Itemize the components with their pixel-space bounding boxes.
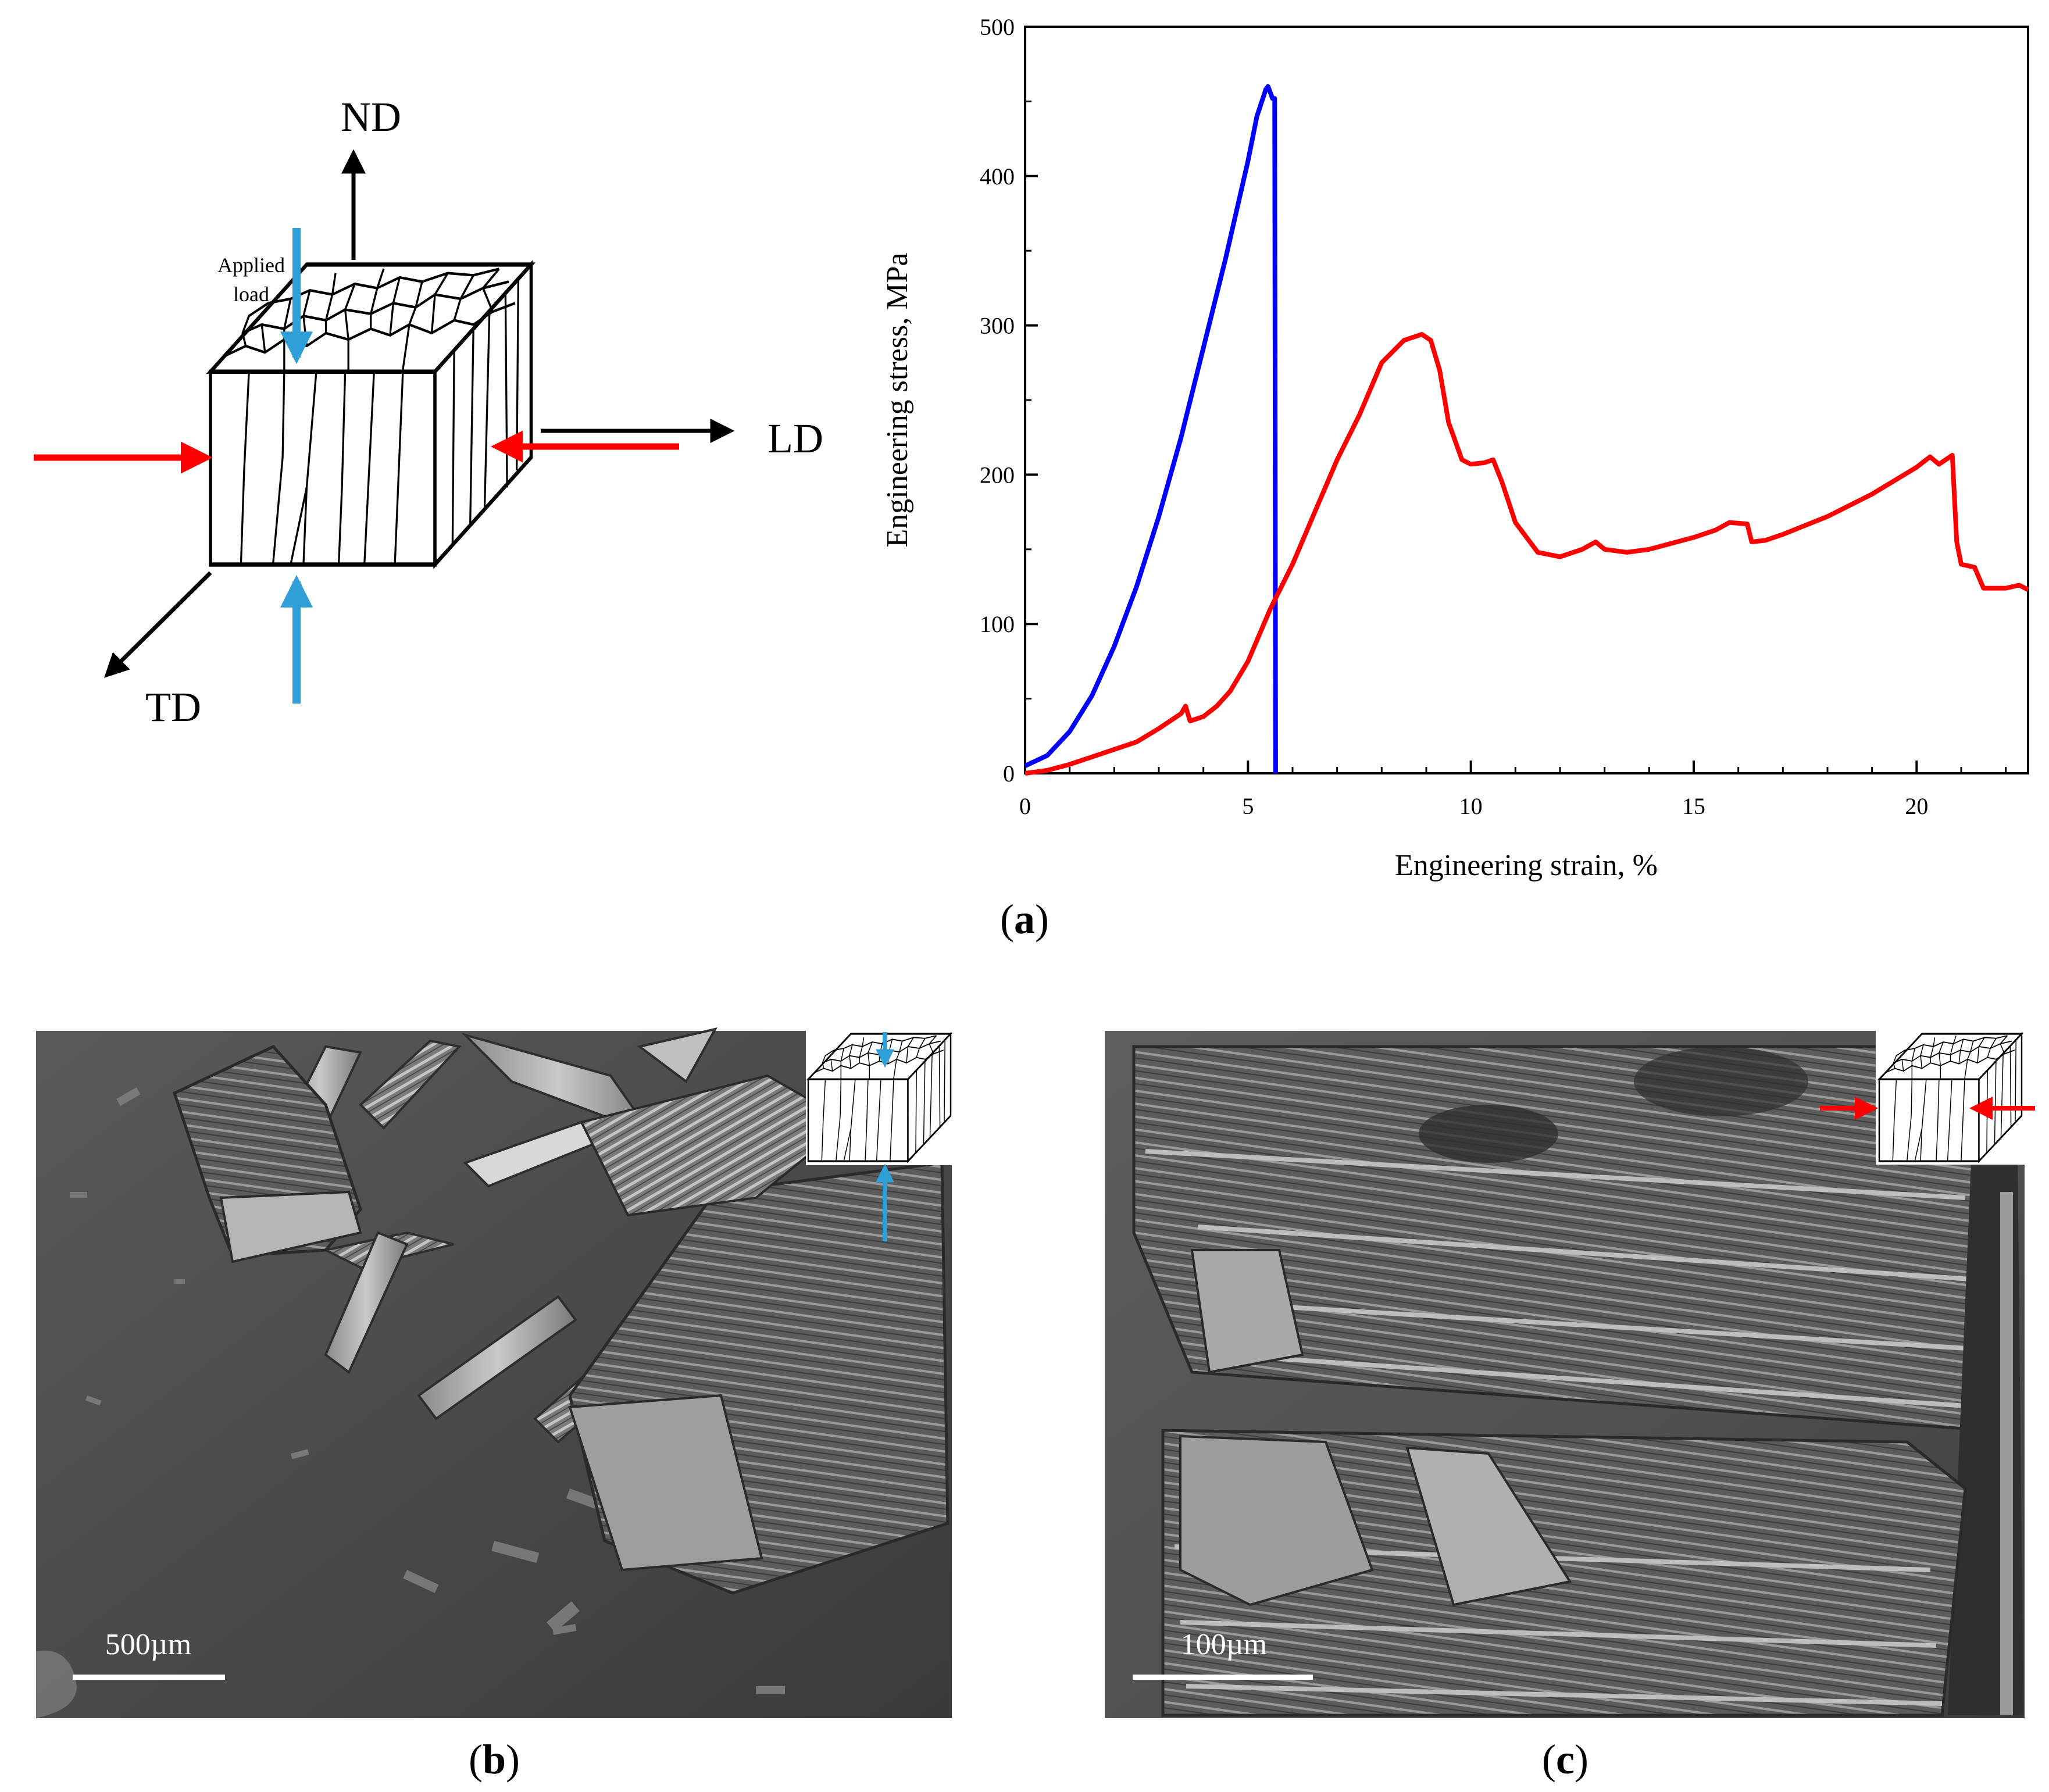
td-axis-arrow [104, 571, 212, 678]
x-axis-ticks: 0 5 10 15 20 [1019, 761, 2007, 819]
scale-bar-label-c: 100µm [1181, 1628, 1267, 1661]
panel-label-b: (b) [469, 1736, 520, 1783]
series-line-red [1024, 332, 2029, 776]
scale-bar-c [1133, 1675, 1313, 1680]
y-tick-label: 400 [980, 163, 1015, 190]
x-tick-label: 20 [1905, 793, 1928, 819]
x-tick-label: 5 [1242, 793, 1254, 819]
y-axis-ticks: 0 100 200 300 400 500 [980, 14, 1038, 787]
scale-bar-b [73, 1675, 225, 1680]
applied-load-label-line2: load [233, 283, 269, 306]
y-axis-label: Engineering stress, MPa [881, 253, 914, 548]
nd-label: ND [341, 94, 401, 140]
series-line-blue [1024, 84, 1278, 774]
specimen-schematic: ND LD TD Applied load [34, 94, 823, 730]
series-layer [1024, 84, 2029, 776]
inset-schematic-c [1820, 1031, 2035, 1165]
ld-label: LD [768, 415, 823, 462]
panel-label-a: (a) [1000, 896, 1049, 943]
stress-strain-chart: 0 5 10 15 20 0 100 200 300 400 500 Engineering st… [881, 14, 2029, 882]
panel-label-c: (c) [1542, 1736, 1588, 1783]
y-tick-label: 100 [980, 611, 1015, 637]
scale-bar-label-b: 500µm [105, 1628, 191, 1661]
y-tick-label: 300 [980, 313, 1015, 339]
panel-label-a-letter: a [1014, 896, 1035, 943]
x-axis-label: Engineering strain, % [1395, 849, 1658, 882]
grain-block-diagram [210, 265, 531, 565]
x-tick-label: 10 [1459, 793, 1483, 819]
td-label: TD [145, 684, 201, 730]
x-tick-label: 0 [1019, 793, 1031, 819]
panel-label-b-letter: b [483, 1736, 506, 1783]
sem-micrograph-b: 500µm [36, 1027, 952, 1718]
applied-load-label-line1: Applied [217, 254, 285, 277]
x-tick-label: 15 [1682, 793, 1705, 819]
sem-micrograph-c: 100µm [1105, 1031, 2035, 1718]
plot-frame [1024, 26, 2029, 774]
y-tick-label: 0 [1003, 761, 1015, 787]
panel-label-c-letter: c [1556, 1736, 1575, 1783]
y-tick-label: 200 [980, 462, 1015, 488]
y-tick-label: 500 [980, 14, 1015, 40]
inset-schematic-b [806, 1031, 952, 1241]
